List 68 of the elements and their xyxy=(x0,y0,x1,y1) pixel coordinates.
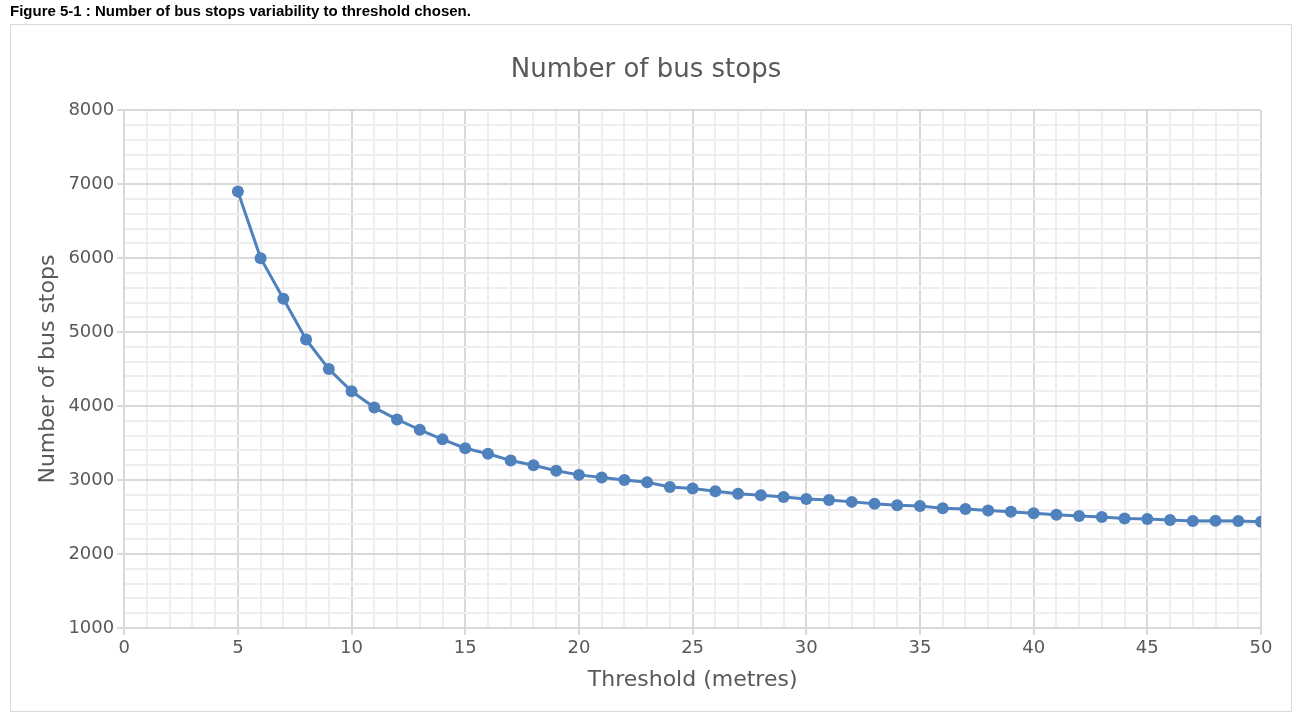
y-tick-label: 3000 xyxy=(68,467,115,489)
point xyxy=(732,487,745,500)
y-tick-label: 1000 xyxy=(68,615,115,637)
point xyxy=(413,423,426,436)
point xyxy=(595,471,608,484)
point xyxy=(641,476,654,489)
x-tick-label: 15 xyxy=(453,636,477,658)
point xyxy=(300,333,313,346)
point xyxy=(913,499,926,512)
point xyxy=(663,481,676,494)
x-tick-label: 20 xyxy=(567,636,591,658)
x-tick-label: 30 xyxy=(794,636,818,658)
point xyxy=(1164,514,1177,526)
y-tick-label: 7000 xyxy=(68,171,115,193)
point xyxy=(1186,515,1199,528)
point xyxy=(891,499,904,512)
y-tick-label: 4000 xyxy=(68,393,115,415)
x-tick-label: 10 xyxy=(340,636,364,658)
point xyxy=(368,401,381,414)
point xyxy=(1073,509,1086,522)
y-tick-label: 2000 xyxy=(68,541,115,563)
point xyxy=(868,497,881,510)
point xyxy=(800,492,813,505)
point xyxy=(959,502,972,515)
point xyxy=(481,447,494,460)
y-tick-label: 5000 xyxy=(68,319,115,341)
point xyxy=(1232,515,1245,528)
x-tick-label: 45 xyxy=(1135,636,1159,658)
caption: Figure 5-1 : Number of bus stops variability to threshold chosen. xyxy=(9,1,472,21)
y-tick-label: 6000 xyxy=(68,245,115,267)
point xyxy=(936,502,949,515)
point xyxy=(823,494,836,507)
point xyxy=(1095,511,1108,524)
point xyxy=(436,433,449,446)
point xyxy=(982,504,995,517)
x-tick-label: 25 xyxy=(681,636,705,658)
x-axis-title: Threshold (metres) xyxy=(586,665,798,691)
point xyxy=(550,464,563,477)
y-tick-label: 8000 xyxy=(68,97,115,119)
y-axis-title: Number of bus stops xyxy=(33,254,59,484)
point xyxy=(709,485,722,498)
point xyxy=(1027,507,1040,520)
point xyxy=(254,252,267,265)
point xyxy=(277,292,290,305)
point xyxy=(504,454,517,467)
point xyxy=(1004,505,1017,518)
point xyxy=(527,459,540,472)
point xyxy=(777,491,790,504)
point xyxy=(845,495,858,508)
point xyxy=(391,413,404,426)
point xyxy=(1209,514,1222,527)
x-tick-label: 5 xyxy=(232,636,244,658)
x-tick-label: 0 xyxy=(118,636,130,658)
chart-title: Number of bus stops xyxy=(510,53,782,84)
point xyxy=(322,363,335,376)
x-tick-label: 40 xyxy=(1022,636,1046,658)
x-tick-label: 50 xyxy=(1249,636,1273,658)
point xyxy=(572,468,585,481)
x-tick-label: 35 xyxy=(908,636,932,658)
point xyxy=(1050,508,1063,521)
point xyxy=(459,442,472,455)
point xyxy=(1141,512,1154,525)
point xyxy=(754,489,767,502)
point xyxy=(345,385,358,398)
point xyxy=(618,474,631,487)
point xyxy=(686,482,699,495)
point xyxy=(1118,512,1131,525)
point xyxy=(231,185,244,198)
